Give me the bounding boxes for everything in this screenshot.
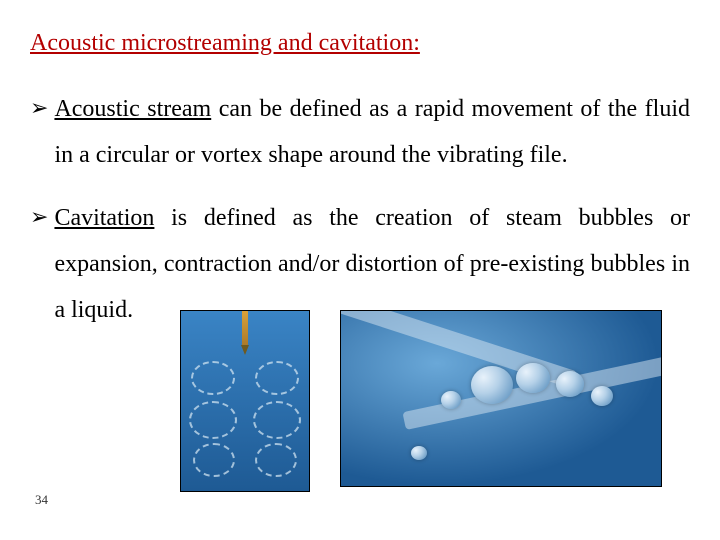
bubble-icon <box>441 391 461 409</box>
bullet-list: ➢ Acoustic stream can be defined as a ra… <box>30 87 690 333</box>
vortex-icon <box>189 401 237 439</box>
page-number: 34 <box>35 492 48 508</box>
bubble-icon <box>556 371 584 397</box>
bullet-prefix: Cavitation <box>54 205 154 231</box>
vortex-icon <box>191 361 235 395</box>
slide: Acoustic microstreaming and cavitation: … <box>0 0 720 540</box>
title-text: Acoustic microstreaming and cavitation: <box>30 30 420 56</box>
bullet-arrow-icon: ➢ <box>30 196 48 238</box>
bullet-item: ➢ Acoustic stream can be defined as a ra… <box>30 87 690 178</box>
bubble-icon <box>471 366 513 404</box>
bullet-prefix: Acoustic stream <box>54 96 211 122</box>
file-tip-icon <box>242 311 248 347</box>
vortex-icon <box>255 443 297 477</box>
vortex-icon <box>253 401 301 439</box>
vortex-icon <box>193 443 235 477</box>
bubble-icon <box>516 363 550 393</box>
figure-cavitation-bubbles <box>340 310 662 487</box>
bubble-icon <box>411 446 427 460</box>
bullet-arrow-icon: ➢ <box>30 87 48 129</box>
bullet-text: Acoustic stream can be defined as a rapi… <box>54 87 690 178</box>
slide-title: Acoustic microstreaming and cavitation: <box>30 28 690 59</box>
vortex-icon <box>255 361 299 395</box>
image-row <box>180 310 662 492</box>
bubble-icon <box>591 386 613 406</box>
figure-vortex-streaming <box>180 310 310 492</box>
file-point-icon <box>241 345 249 355</box>
